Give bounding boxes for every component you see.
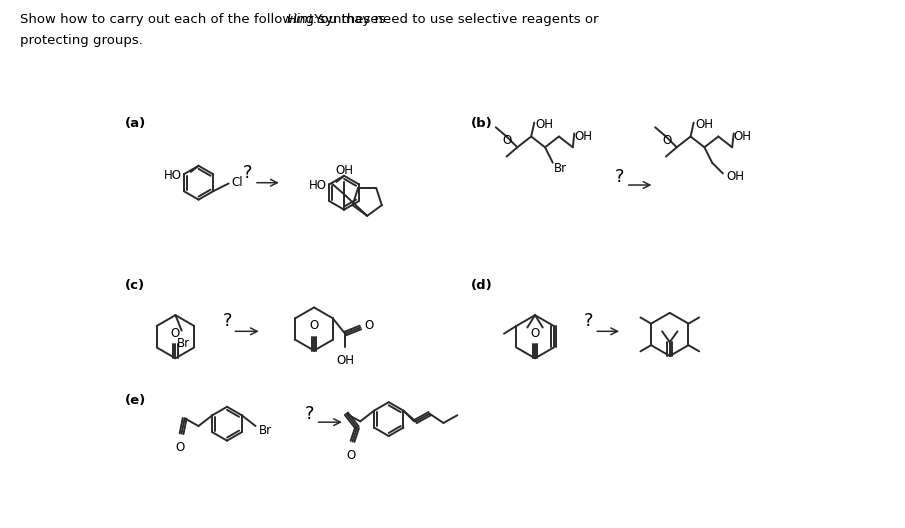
Text: ?: ? — [585, 312, 594, 331]
Text: (a): (a) — [125, 117, 146, 130]
Text: O: O — [662, 134, 672, 147]
Text: OH: OH — [336, 354, 354, 366]
Text: (d): (d) — [472, 279, 493, 292]
Text: O: O — [365, 319, 374, 332]
Text: ?: ? — [223, 312, 232, 331]
Text: Br: Br — [176, 337, 190, 350]
Text: OH: OH — [734, 130, 752, 143]
Text: HO: HO — [310, 180, 327, 192]
Text: (c): (c) — [125, 279, 145, 292]
Text: You may need to use selective reagents or: You may need to use selective reagents o… — [310, 13, 599, 26]
Text: O: O — [176, 441, 185, 455]
Text: Br: Br — [554, 162, 567, 175]
Text: (e): (e) — [125, 394, 146, 408]
Text: O: O — [530, 327, 539, 340]
Text: ?: ? — [243, 164, 252, 183]
Text: Show how to carry out each of the following syntheses.: Show how to carry out each of the follow… — [20, 13, 394, 26]
Text: Br: Br — [259, 424, 272, 437]
Text: O: O — [310, 319, 319, 332]
Text: O: O — [347, 449, 356, 462]
Text: ?: ? — [615, 168, 624, 186]
Text: HO: HO — [164, 169, 182, 182]
Text: Cl: Cl — [232, 176, 243, 189]
Text: OH: OH — [575, 130, 592, 143]
Text: protecting groups.: protecting groups. — [20, 34, 143, 48]
Text: (b): (b) — [472, 117, 493, 130]
Text: OH: OH — [726, 170, 744, 183]
Text: OH: OH — [536, 118, 554, 131]
Text: OH: OH — [695, 118, 713, 131]
Text: Hint:: Hint: — [286, 13, 318, 26]
Text: OH: OH — [335, 164, 353, 177]
Text: O: O — [502, 134, 512, 147]
Text: ?: ? — [305, 404, 314, 423]
Text: O: O — [171, 327, 180, 340]
